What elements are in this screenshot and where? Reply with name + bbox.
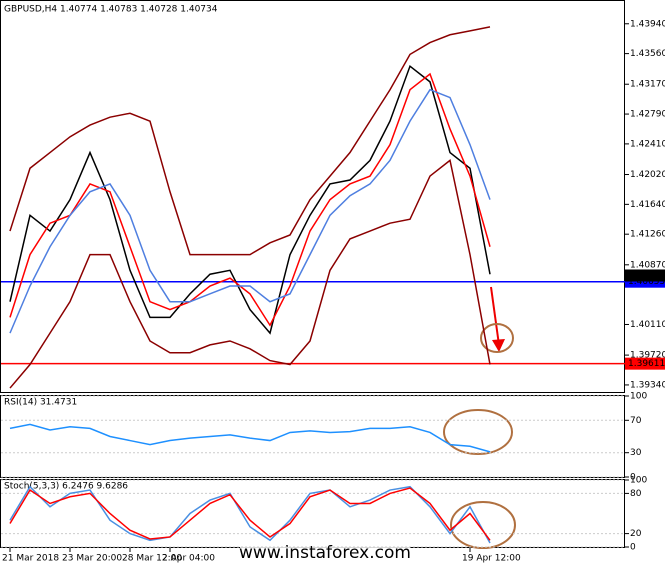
- highlight: [443, 409, 513, 455]
- y-tick-label: 20: [630, 529, 642, 539]
- y-tick-label: 1.42790: [630, 110, 665, 120]
- arrow-head: [492, 339, 505, 352]
- x-tick-label: 2 Apr 04:00: [162, 554, 215, 564]
- rsi-title: RSI(14) 31.4731: [4, 398, 77, 408]
- price-label: 1.40734: [628, 271, 665, 281]
- highlight: [480, 323, 514, 353]
- y-tick-label: 1.40110: [630, 320, 665, 330]
- stoch-title: Stoch(5,3,3) 6.2476 9.6286: [4, 482, 128, 492]
- series-line: [9, 26, 491, 256]
- x-tick-label: 19 Apr 12:00: [462, 554, 521, 564]
- series-line: [9, 423, 491, 453]
- y-tick-label: 0: [630, 473, 636, 483]
- y-tick-label: 1.39720: [630, 351, 665, 361]
- series-line: [9, 72, 491, 327]
- rsi-panel: [0, 395, 625, 478]
- chart-title: GBPUSD,H4 1.40774 1.40783 1.40728 1.4073…: [4, 5, 218, 15]
- y-tick-label: 80: [630, 489, 642, 499]
- highlight: [450, 501, 516, 549]
- series-line: [9, 159, 491, 389]
- y-tick-label: 30: [630, 448, 642, 458]
- series-line: [9, 487, 491, 541]
- y-tick-label: 100: [630, 392, 647, 402]
- y-tick-label: 1.43940: [630, 19, 665, 29]
- x-tick-label: 21 Mar 2018: [2, 554, 59, 564]
- series-line: [9, 485, 491, 544]
- watermark: www.instaforex.com: [239, 543, 411, 563]
- series-line: [9, 88, 491, 334]
- y-tick-label: 1.42410: [630, 139, 665, 149]
- series-line: [9, 64, 491, 335]
- x-tick-label: 23 Mar 20:00: [62, 554, 122, 564]
- level-label-bg: [625, 357, 665, 370]
- y-tick-label: 100: [630, 476, 647, 486]
- y-tick-label: 1.43170: [630, 80, 665, 90]
- y-tick-label: 1.41260: [630, 230, 665, 240]
- level-label: 1.40655: [628, 277, 665, 287]
- y-tick-label: 1.39340: [630, 380, 665, 390]
- y-tick-label: 70: [630, 416, 642, 426]
- y-tick-label: 1.43560: [630, 49, 665, 59]
- x-tick-label: 28 Mar 12:00: [122, 554, 182, 564]
- y-tick-label: 1.40870: [630, 260, 665, 270]
- y-tick-label: 1.42020: [630, 170, 665, 180]
- y-tick-label: 1.41640: [630, 200, 665, 210]
- main-panel: [0, 0, 625, 393]
- level-label: 1.39611: [628, 359, 665, 369]
- arrow: [490, 286, 500, 346]
- y-tick-label: 0: [630, 543, 636, 553]
- price-label-bg: [625, 269, 665, 282]
- watermark-bg: [240, 540, 410, 564]
